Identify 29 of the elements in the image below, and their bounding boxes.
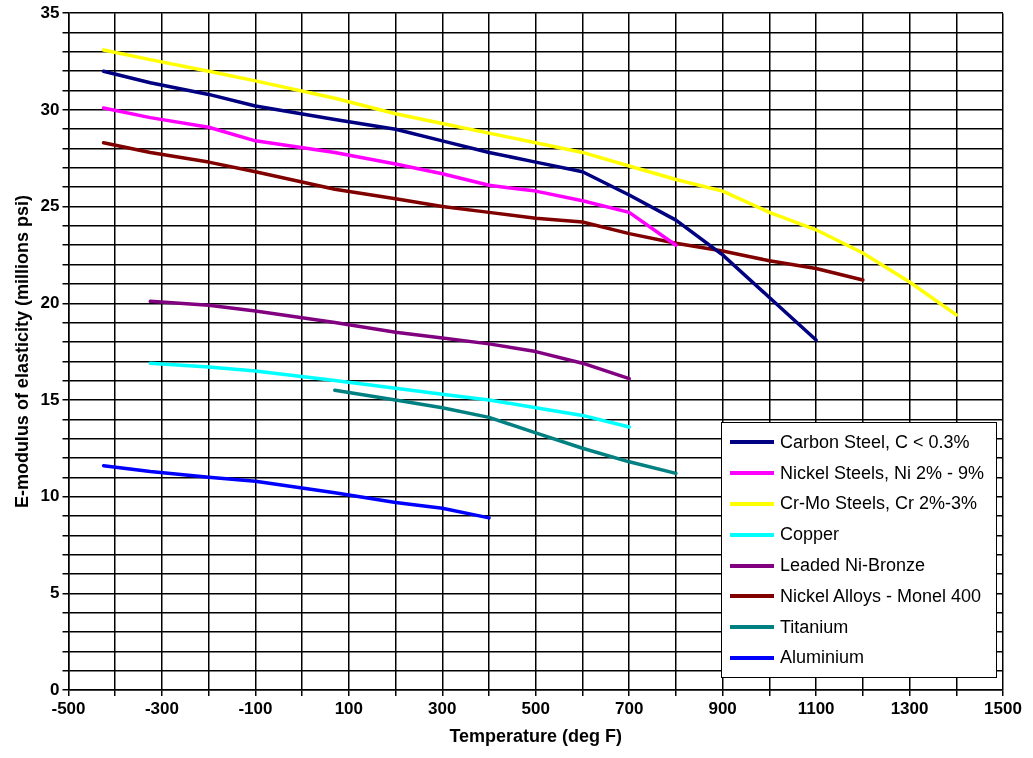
y-tick-label: 15 — [40, 389, 60, 409]
x-axis-title: Temperature (deg F) — [449, 726, 623, 747]
legend-label: Nickel Steels, Ni 2% - 9% — [780, 462, 985, 484]
x-tick-label: 1500 — [984, 698, 1022, 718]
x-tick-label: 1100 — [797, 698, 835, 718]
legend-label: Leaded Ni-Bronze — [780, 555, 926, 577]
y-tick-label: 0 — [50, 679, 60, 699]
legend-label: Aluminium — [780, 647, 865, 669]
y-tick-label: 20 — [40, 292, 60, 312]
y-tick-label: 25 — [40, 196, 60, 216]
y-axis-title: E-modulus of elasticity (millions psi) — [11, 195, 32, 509]
y-tick-label: 5 — [50, 583, 60, 602]
legend-label: Nickel Alloys - Monel 400 — [780, 585, 982, 607]
x-tick-label: 500 — [521, 698, 550, 718]
x-tick-label: 300 — [428, 698, 457, 718]
x-tick-label: 700 — [615, 698, 644, 718]
x-tick-label: 100 — [334, 698, 364, 718]
x-tick-label: -300 — [144, 698, 179, 718]
legend-label: Carbon Steel, C < 0.3% — [780, 431, 970, 453]
x-tick-label: -500 — [51, 698, 86, 718]
x-tick-label: -100 — [238, 698, 273, 718]
y-tick-label: 35 — [40, 2, 60, 22]
y-tick-label: 10 — [40, 486, 60, 506]
legend-label: Copper — [780, 524, 840, 546]
x-tick-label: 900 — [708, 698, 737, 718]
legend-label: Cr-Mo Steels, Cr 2%-3% — [780, 493, 978, 515]
legend-label: Titanium — [780, 616, 849, 638]
x-tick-label: 1300 — [890, 698, 929, 718]
y-tick-label: 30 — [40, 99, 60, 119]
